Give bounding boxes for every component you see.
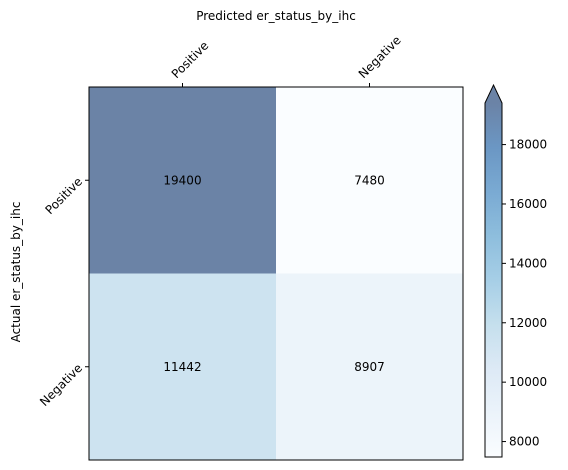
colorbar-gradient [485,103,502,457]
plot-frame [88,86,464,461]
colorbar: 8000 10000 12000 14000 16000 18000 [484,83,547,458]
x-tick-label: Positive [169,39,212,82]
heatmap-cell-labels: 19400 7480 11442 8907 [163,173,384,374]
y-axis-label: Actual er_status_by_ihc [9,202,23,343]
heatmap-cell [89,273,276,460]
heatmap-cell [89,87,276,274]
x-axis-label: Predicted er_status_by_ihc [196,9,356,23]
heatmap-cells [89,87,463,460]
cell-value-label: 11442 [163,360,201,374]
colorbar-outline [484,83,503,458]
y-tick-label: Negative [37,361,85,409]
cell-value-label: 19400 [163,173,201,187]
colorbar-extend-triangle [485,85,502,103]
colorbar-tick-label: 16000 [509,197,547,211]
y-tick-label: Positive [43,174,86,217]
colorbar-tick-label: 10000 [509,375,547,389]
x-tick-labels: Positive Negative [169,33,404,87]
cell-value-label: 7480 [354,173,385,187]
heatmap-cell [276,273,463,460]
heatmap-cell [276,87,463,274]
cell-value-label: 8907 [354,360,385,374]
y-tick-labels: Positive Negative [37,174,89,409]
colorbar-tick-label: 18000 [509,138,547,152]
colorbar-tick-label: 8000 [509,435,540,449]
colorbar-ticks: 8000 10000 12000 14000 16000 18000 [502,138,547,449]
colorbar-tick-label: 14000 [509,256,547,270]
colorbar-tick-label: 12000 [509,316,547,330]
x-tick-label: Negative [356,33,404,81]
